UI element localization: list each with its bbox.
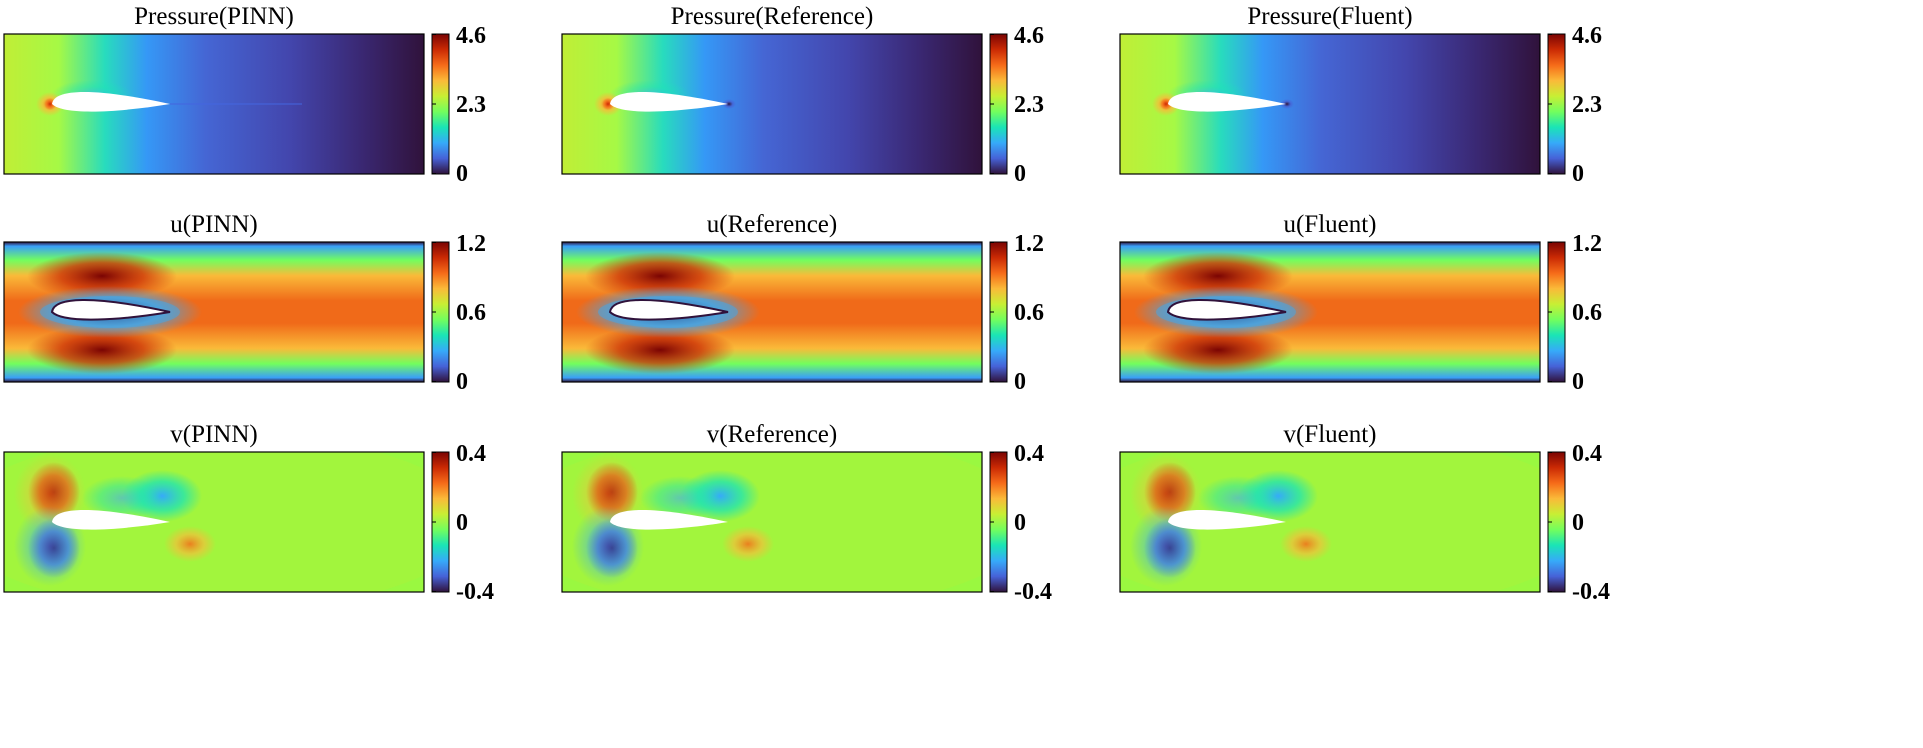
colorbar-tick-label: 0 bbox=[456, 369, 468, 395]
airfoil-shape bbox=[1168, 509, 1286, 530]
colorbar-tick-label: 1.2 bbox=[456, 231, 486, 257]
colorbar-tick-label: 0.6 bbox=[456, 300, 486, 326]
field-map bbox=[1120, 452, 1540, 592]
panel-u-reference: u(Reference) 1.2 0.6 0 bbox=[561, 211, 1044, 395]
airfoil-shape bbox=[610, 509, 728, 530]
panel-title: Pressure(Fluent) bbox=[1247, 3, 1412, 30]
colorbar-tick-label: 0 bbox=[456, 161, 468, 187]
colorbar-tick-label: 0 bbox=[1572, 510, 1584, 536]
colorbar-tick-label: 0 bbox=[1572, 369, 1584, 395]
panel-pressure-fluent: Pressure(Fluent) 4.6 2.3 0 bbox=[1119, 3, 1602, 187]
colorbar-tick-label: 0 bbox=[456, 510, 468, 536]
colorbar-tick-label: 0 bbox=[1572, 161, 1584, 187]
panel-v-reference: v(Reference) 0.4 0 -0.4 bbox=[561, 421, 1052, 605]
panel-title: u(Fluent) bbox=[1283, 211, 1376, 238]
airfoil-shape bbox=[1166, 299, 1287, 321]
colorbar-tick-label: -0.4 bbox=[456, 579, 494, 605]
panel-title: Pressure(Reference) bbox=[671, 3, 874, 30]
colorbar-tick-label: 0 bbox=[1014, 510, 1026, 536]
field-map bbox=[4, 452, 424, 592]
plot-frame bbox=[1119, 33, 1541, 175]
colorbar-tick-label: 0 bbox=[1014, 161, 1026, 187]
field-map bbox=[1120, 34, 1540, 174]
panel-title: v(Fluent) bbox=[1283, 421, 1376, 448]
field-map bbox=[562, 242, 982, 382]
field-map bbox=[4, 34, 424, 174]
colorbar-tick-label: -0.4 bbox=[1014, 579, 1052, 605]
panel-v-pinn: v(PINN) 0.4 0 -0.4 bbox=[3, 421, 494, 605]
colorbar-tick-label: 4.6 bbox=[1572, 23, 1602, 49]
colorbar-tick-label: 0.4 bbox=[1014, 441, 1044, 467]
panel-pressure-reference: Pressure(Reference) 4.6 2.3 0 bbox=[561, 3, 1044, 187]
colorbar-tick-label: 0.4 bbox=[1572, 441, 1602, 467]
panel-title: u(PINN) bbox=[170, 211, 258, 238]
colorbar-tick-label: 1.2 bbox=[1572, 231, 1602, 257]
panel-title: u(Reference) bbox=[707, 211, 837, 238]
plot-frame bbox=[3, 451, 425, 593]
colorbar-tick-label: 0.6 bbox=[1572, 300, 1602, 326]
panel-pressure-pinn: Pressure(PINN) 4.6 2.3 0 bbox=[3, 3, 486, 187]
colorbar-tick-label: 0.6 bbox=[1014, 300, 1044, 326]
airfoil-shape bbox=[610, 91, 728, 112]
airfoil-shape bbox=[50, 299, 171, 321]
colorbar-tick-label: 0 bbox=[1014, 369, 1026, 395]
airfoil-shape bbox=[608, 299, 729, 321]
plot-frame bbox=[1119, 451, 1541, 593]
panel-title: v(PINN) bbox=[170, 421, 258, 448]
panel-v-fluent: v(Fluent) 0.4 0 -0.4 bbox=[1119, 421, 1610, 605]
airfoil-shape bbox=[1168, 91, 1286, 112]
plot-frame bbox=[561, 33, 983, 175]
airfoil-shape bbox=[52, 91, 170, 112]
plot-frame bbox=[1119, 241, 1541, 383]
airfoil-shape bbox=[52, 509, 170, 530]
colorbar-tick-label: 2.3 bbox=[1014, 92, 1044, 118]
plot-frame bbox=[561, 451, 983, 593]
panel-title: Pressure(PINN) bbox=[134, 3, 294, 30]
colorbar-tick-label: 4.6 bbox=[1014, 23, 1044, 49]
field-map bbox=[562, 34, 982, 174]
colorbar-tick-label: -0.4 bbox=[1572, 579, 1610, 605]
plot-frame bbox=[3, 33, 425, 175]
colorbar-tick-label: 4.6 bbox=[456, 23, 486, 49]
panel-u-fluent: u(Fluent) 1.2 0.6 0 bbox=[1119, 211, 1602, 395]
colorbar-tick-label: 2.3 bbox=[1572, 92, 1602, 118]
colorbar-tick-label: 1.2 bbox=[1014, 231, 1044, 257]
plot-frame bbox=[3, 241, 425, 383]
colorbar-tick-label: 2.3 bbox=[456, 92, 486, 118]
panel-u-pinn: u(PINN) 1.2 0.6 0 bbox=[3, 211, 486, 395]
field-map bbox=[1120, 242, 1540, 382]
field-map bbox=[4, 242, 424, 382]
colorbar-tick-label: 0.4 bbox=[456, 441, 486, 467]
field-map bbox=[562, 452, 982, 592]
plot-frame bbox=[561, 241, 983, 383]
panel-title: v(Reference) bbox=[707, 421, 837, 448]
